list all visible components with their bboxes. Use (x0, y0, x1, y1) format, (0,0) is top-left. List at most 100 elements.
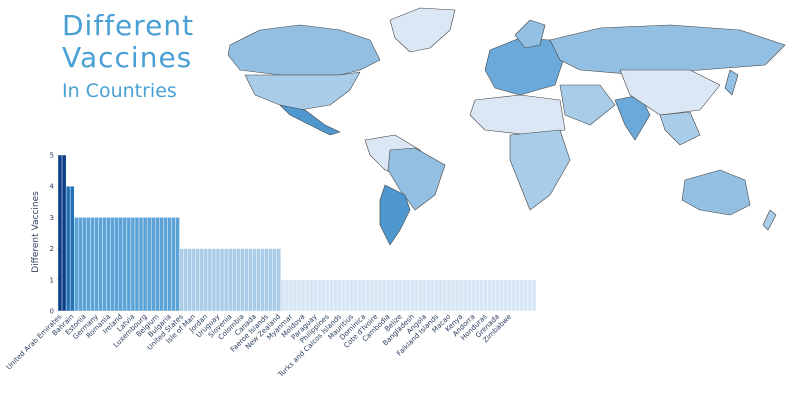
bar (390, 279, 395, 312)
bar (171, 217, 176, 312)
bar (163, 217, 168, 312)
y-tick-label: 5 (50, 152, 54, 160)
bar (90, 217, 95, 312)
canada (227, 24, 381, 76)
bar (284, 279, 290, 312)
bar (199, 248, 205, 312)
bar (381, 279, 387, 312)
bar (519, 279, 525, 312)
bar (398, 279, 403, 312)
bar (345, 279, 350, 312)
bar (106, 217, 111, 312)
bar (454, 279, 460, 312)
bar (394, 279, 399, 312)
bar (114, 217, 119, 312)
new-zealand (762, 209, 777, 231)
bar (434, 279, 440, 312)
bar (353, 279, 358, 312)
bar (146, 217, 152, 312)
world-map (227, 7, 786, 246)
bar (227, 248, 233, 312)
bar (495, 279, 500, 312)
bar (385, 279, 391, 312)
bar (341, 279, 346, 312)
mexico (279, 104, 341, 136)
bar (130, 217, 136, 312)
bar (248, 248, 253, 312)
bar (373, 279, 379, 312)
africa-north (469, 94, 566, 136)
bar (232, 248, 237, 312)
bar (483, 279, 488, 312)
bar (369, 279, 375, 312)
bar (357, 279, 363, 312)
bar (256, 248, 261, 312)
bar (491, 279, 496, 312)
bar (236, 248, 241, 312)
bar (211, 248, 217, 312)
bar (187, 248, 192, 312)
bar (450, 279, 456, 312)
bar (325, 279, 330, 312)
bar (244, 248, 249, 312)
bar (406, 279, 411, 312)
bar (159, 217, 164, 312)
y-axis-label: Different Vaccines (31, 191, 41, 273)
bar (321, 279, 326, 312)
bar (292, 279, 298, 312)
argentina (379, 184, 411, 246)
africa-south (509, 129, 571, 211)
y-tick-label: 2 (50, 245, 54, 253)
subtitle: In Countries (62, 80, 177, 102)
bar (126, 217, 132, 312)
bar (361, 279, 367, 312)
bar (418, 279, 423, 312)
bar (134, 217, 140, 312)
bar (523, 279, 529, 312)
bar (264, 248, 269, 312)
bar (329, 279, 334, 312)
bar (240, 248, 245, 312)
bar (203, 248, 209, 312)
bar (102, 217, 107, 312)
bar (410, 279, 415, 312)
bar (191, 248, 196, 312)
bar (365, 279, 371, 312)
bar (296, 279, 302, 312)
bar (313, 279, 318, 312)
bar (175, 217, 180, 312)
bar (167, 217, 172, 312)
bar (110, 217, 115, 312)
bar (252, 248, 257, 312)
bar (462, 279, 468, 312)
bar (515, 279, 521, 312)
bar (377, 279, 383, 312)
bar (503, 279, 508, 312)
bar (268, 248, 273, 312)
russia (549, 24, 786, 76)
x-tick-label: United Arab Emirates (5, 313, 64, 372)
australia (681, 169, 751, 216)
bar (223, 248, 229, 312)
bar (333, 279, 338, 312)
brazil (387, 147, 446, 211)
bar (215, 248, 221, 312)
bar (179, 248, 184, 312)
bar (414, 279, 419, 312)
bar (74, 217, 79, 312)
bar (94, 217, 99, 312)
bar (304, 279, 310, 312)
bar (511, 279, 516, 312)
bar (98, 217, 103, 312)
bar (337, 279, 342, 312)
bar (527, 279, 533, 312)
bar (69, 186, 75, 312)
bar (402, 279, 407, 312)
bar (150, 217, 156, 312)
bar (118, 217, 124, 312)
bar (446, 279, 452, 312)
bar (138, 217, 144, 312)
y-tick-label: 3 (50, 214, 54, 222)
bar (458, 279, 464, 312)
